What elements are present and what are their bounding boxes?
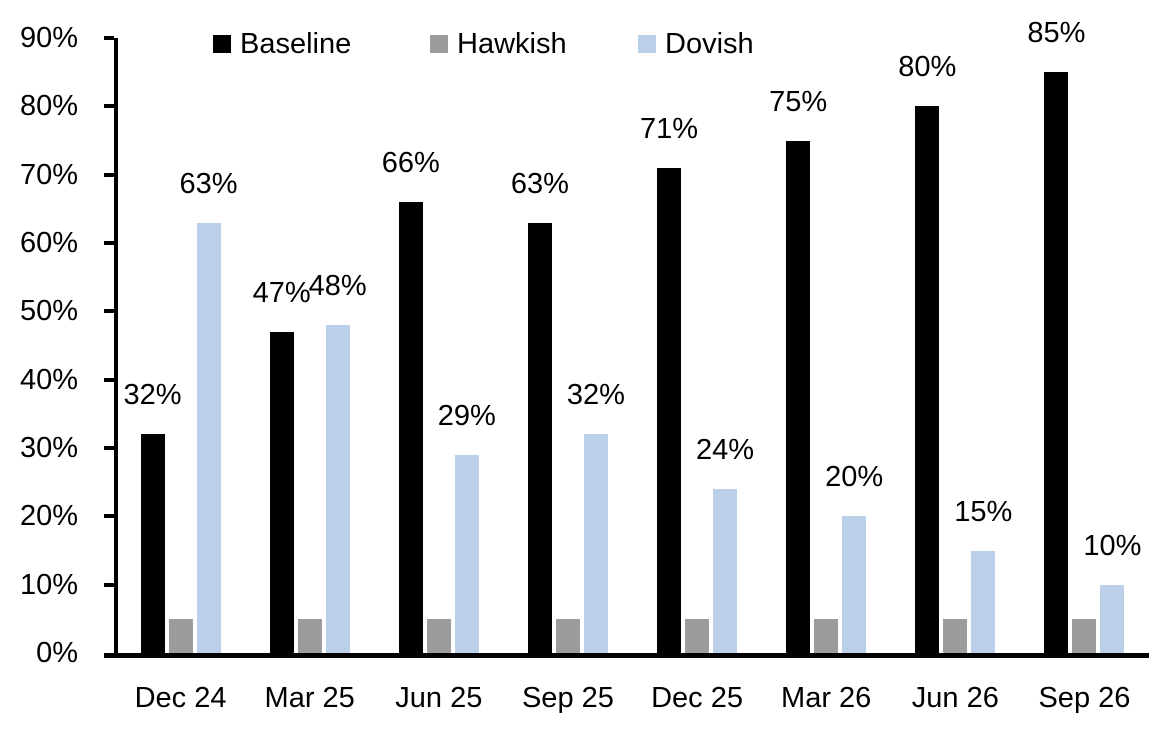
legend-swatch-dovish-icon <box>638 35 656 53</box>
bar-baseline <box>140 434 165 653</box>
bar-value-label: 75% <box>769 85 828 118</box>
bar-dovish <box>196 222 221 653</box>
bar-value-label: 15% <box>954 495 1013 528</box>
bar-hawkish <box>943 618 968 653</box>
bar-value-label: 48% <box>308 270 367 302</box>
bar-value-label: 63% <box>510 167 569 200</box>
bar-baseline <box>786 140 811 653</box>
x-axis-tick-label: Jun 26 <box>911 682 999 714</box>
bar-value-label: 63% <box>179 167 238 200</box>
bar-value-label: 85% <box>1027 17 1086 50</box>
bar-dovish <box>583 434 608 653</box>
bar-value-label: 10% <box>1083 529 1142 562</box>
bar-baseline <box>657 167 682 653</box>
bar-baseline <box>398 202 423 653</box>
bar-dovish <box>971 550 996 653</box>
y-axis-tick-label: 80% <box>19 90 78 123</box>
x-axis-tick-label: Mar 25 <box>264 682 355 714</box>
bar-value-label: 29% <box>437 399 496 432</box>
y-axis-tick-label: 40% <box>19 363 78 396</box>
bar-value-label: 47% <box>252 276 311 309</box>
y-axis-tick-label: 0% <box>36 637 78 669</box>
bar-value-label: 66% <box>381 147 440 179</box>
bar-value-label: 32% <box>123 379 182 412</box>
y-axis-tick-label: 30% <box>19 432 78 464</box>
bar-hawkish <box>814 618 839 653</box>
bar-hawkish <box>297 618 322 653</box>
bar-hawkish <box>685 618 710 653</box>
bar-baseline <box>915 106 940 653</box>
legend-label-dovish: Dovish <box>665 27 754 60</box>
bar-dovish <box>454 454 479 653</box>
x-axis-line <box>104 653 1149 658</box>
bar-hawkish <box>1072 618 1097 653</box>
legend-item-dovish: Dovish <box>638 27 754 61</box>
y-axis-tick <box>104 172 114 177</box>
bar-dovish <box>1100 584 1125 653</box>
y-axis-tick-label: 70% <box>19 158 78 191</box>
y-axis-tick <box>104 309 114 314</box>
legend-label-baseline: Baseline <box>240 27 352 60</box>
y-axis-tick-label: 60% <box>19 227 78 259</box>
x-axis-tick-label: Sep 25 <box>521 682 614 714</box>
y-axis-tick <box>104 104 114 109</box>
legend-swatch-hawkish-icon <box>430 35 448 53</box>
y-axis-tick <box>104 241 114 245</box>
legend-swatch-baseline-icon <box>213 35 231 53</box>
legend-item-baseline: Baseline <box>213 27 351 61</box>
bar-value-label: 80% <box>898 51 957 84</box>
bar-baseline <box>269 331 294 653</box>
y-axis-tick-label: 50% <box>19 295 78 328</box>
y-axis-tick <box>104 377 114 382</box>
x-axis-tick-label: Sep 26 <box>1038 682 1131 714</box>
y-axis-tick <box>104 582 114 587</box>
y-axis-tick <box>104 36 114 40</box>
legend-label-hawkish: Hawkish <box>457 27 567 60</box>
bar-hawkish <box>168 618 193 653</box>
y-axis-line <box>114 38 118 658</box>
bar-value-label: 32% <box>566 379 625 412</box>
bar-dovish <box>842 516 867 653</box>
bar-dovish <box>713 489 738 653</box>
bar-value-label: 24% <box>696 434 755 466</box>
bar-baseline <box>1044 72 1069 653</box>
x-axis-tick-label: Jun 25 <box>395 682 483 714</box>
x-axis-tick-label: Dec 25 <box>651 682 743 714</box>
y-axis-tick-label: 10% <box>19 568 78 601</box>
bar-hawkish <box>426 618 451 653</box>
bar-dovish <box>325 325 350 653</box>
x-axis-tick-label: Dec 24 <box>134 682 227 714</box>
bar-value-label: 71% <box>640 112 699 145</box>
y-axis-tick-label: 20% <box>19 500 78 533</box>
legend-item-hawkish: Hawkish <box>430 27 567 61</box>
y-axis-tick <box>104 446 114 450</box>
x-axis-tick-label: Mar 26 <box>781 682 872 714</box>
bar-hawkish <box>555 618 580 653</box>
y-axis-tick-label: 90% <box>19 22 78 54</box>
y-axis-tick <box>104 514 114 519</box>
bar-baseline <box>527 222 552 653</box>
bar-value-label: 20% <box>825 461 884 494</box>
